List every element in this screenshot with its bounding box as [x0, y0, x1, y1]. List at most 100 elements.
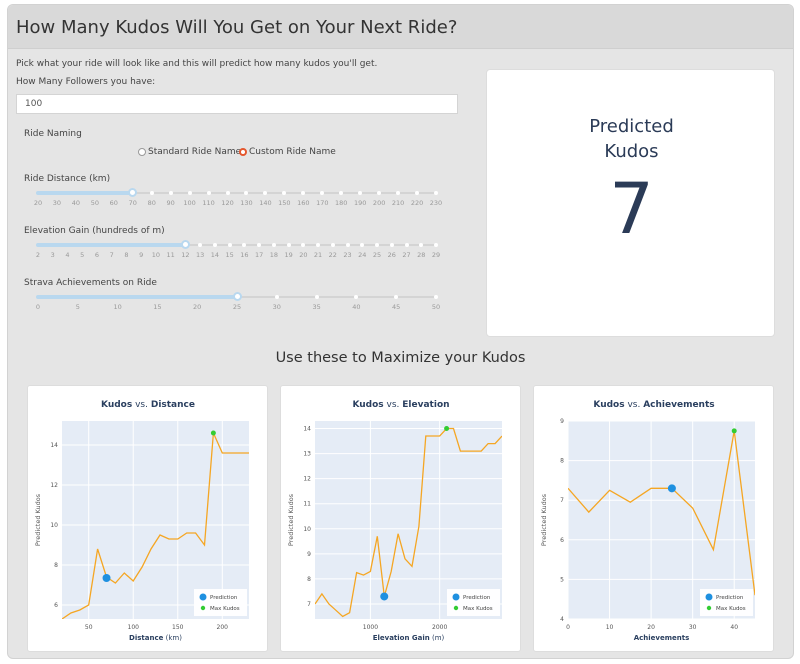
slider-step-dot[interactable]	[434, 243, 438, 247]
slider-mark-label: 210	[391, 199, 405, 207]
radio-label-custom: Custom Ride Name	[249, 147, 336, 157]
chart-title-part: Distance	[151, 400, 195, 410]
slider-step-dot[interactable]	[394, 295, 399, 299]
slider-step-dot[interactable]	[404, 243, 409, 247]
slider-step-dot[interactable]	[139, 243, 144, 247]
prediction-label: Predicted Kudos	[487, 114, 776, 164]
slider-handle[interactable]	[180, 240, 190, 249]
chart-title-part: Kudos	[101, 400, 132, 410]
x-tick-label: 0	[566, 624, 570, 631]
legend-prediction-marker	[199, 593, 207, 601]
slider-step-dot[interactable]	[419, 243, 424, 247]
plot-area	[568, 421, 755, 619]
distance-slider[interactable]: 20 30 40 50 60 70 80 90 100 110 120 130 140 150 160 170…	[34, 188, 442, 209]
slider-step-dot[interactable]	[316, 243, 321, 247]
slider-step-dot[interactable]	[65, 243, 70, 247]
slider-step-dot[interactable]	[227, 243, 232, 247]
slider-step-dot[interactable]	[153, 243, 158, 247]
slider-step-dot[interactable]	[50, 243, 55, 247]
x-axis-label: Achievements	[634, 634, 690, 642]
slider-step-dot[interactable]	[149, 191, 154, 195]
x-tick-label: 50	[85, 624, 93, 631]
slider-mark-label: 110	[202, 199, 215, 207]
radio-custom-ride-name[interactable]: Custom Ride Name	[239, 147, 336, 157]
slider-step-dot[interactable]	[36, 191, 40, 195]
slider-step-dot[interactable]	[244, 191, 249, 195]
slider-step-dot[interactable]	[94, 243, 99, 247]
slider-track[interactable]	[38, 244, 436, 246]
slider-step-dot[interactable]	[36, 295, 40, 299]
slider-mark-label: 5	[75, 303, 80, 311]
slider-step-dot[interactable]	[242, 243, 247, 247]
slider-step-dot[interactable]	[415, 191, 420, 195]
slider-step-dot[interactable]	[263, 191, 268, 195]
slider-step-dot[interactable]	[168, 243, 173, 247]
followers-input[interactable]	[16, 94, 458, 114]
legend-max-label: Max Kudos	[716, 606, 746, 612]
slider-step-dot[interactable]	[36, 243, 40, 247]
slider-step-dot[interactable]	[389, 243, 394, 247]
slider-step-dot[interactable]	[434, 191, 438, 195]
y-axis-label: Predicted Kudos	[540, 493, 548, 546]
elevation-slider[interactable]: 2 3 4 5 6 7 8 9 10 11 12 13 14 15 16 17 18 19 20 21 22 23 24 25…	[36, 240, 440, 261]
slider-step-dot[interactable]	[274, 295, 279, 299]
slider-step-dot[interactable]	[377, 191, 382, 195]
slider-step-dot[interactable]	[301, 243, 306, 247]
slider-step-dot[interactable]	[109, 243, 114, 247]
section-title: Use these to Maximize your Kudos	[275, 350, 526, 366]
slider-step-dot[interactable]	[225, 191, 230, 195]
slider-step-dot[interactable]	[354, 295, 359, 299]
slider-mark-label: 18	[269, 251, 278, 259]
prediction-point	[667, 484, 676, 493]
slider-step-dot[interactable]	[375, 243, 380, 247]
slider-step-dot[interactable]	[271, 243, 276, 247]
slider-step-dot[interactable]	[212, 243, 217, 247]
slider-track[interactable]	[38, 192, 436, 194]
x-axis-label: Distance (km)	[129, 634, 182, 642]
radio-circle-custom[interactable]	[239, 148, 247, 156]
slider-step-dot[interactable]	[360, 243, 365, 247]
slider-mark-label: 50	[90, 199, 99, 207]
slider-step-dot[interactable]	[345, 243, 350, 247]
slider-step-dot[interactable]	[195, 295, 200, 299]
slider-step-dot[interactable]	[339, 191, 344, 195]
slider-step-dot[interactable]	[80, 243, 85, 247]
slider-step-dot[interactable]	[358, 191, 363, 195]
slider-step-dot[interactable]	[320, 191, 325, 195]
slider-step-dot[interactable]	[73, 191, 78, 195]
slider-step-dot[interactable]	[92, 191, 97, 195]
slider-step-dot[interactable]	[301, 191, 306, 195]
slider-step-dot[interactable]	[314, 295, 319, 299]
slider-step-dot[interactable]	[115, 295, 120, 299]
slider-mark-label: 200	[372, 199, 386, 207]
slider-mark-label: 12	[181, 251, 190, 259]
radio-standard-ride-name[interactable]: Standard Ride Name	[138, 147, 241, 157]
radio-circle-standard[interactable]	[138, 148, 146, 156]
slider-step-dot[interactable]	[396, 191, 401, 195]
achievements-slider[interactable]: 0 5 10 15 20 25 30 35 40 45 50	[36, 292, 440, 313]
prediction-label-line2: Kudos	[604, 141, 659, 162]
slider-step-dot[interactable]	[198, 243, 203, 247]
slider-mark-label: 21	[313, 251, 323, 259]
slider-step-dot[interactable]	[124, 243, 129, 247]
x-tick-label: 100	[128, 624, 140, 631]
slider-handle[interactable]	[232, 292, 242, 301]
slider-step-dot[interactable]	[206, 191, 211, 195]
y-tick-label: 13	[303, 451, 311, 458]
slider-step-dot[interactable]	[75, 295, 80, 299]
slider-step-dot[interactable]	[434, 295, 438, 299]
chart-kudos-vs-distance: Kudos vs. Distance 50 100 150 200 6 8 10 12 14 Pre…	[34, 400, 249, 642]
slider-mark-label: 30	[52, 199, 62, 207]
slider-step-dot[interactable]	[54, 191, 59, 195]
slider-fill	[38, 191, 133, 195]
slider-step-dot[interactable]	[155, 295, 160, 299]
slider-step-dot[interactable]	[330, 243, 335, 247]
slider-step-dot[interactable]	[111, 191, 116, 195]
slider-step-dot[interactable]	[168, 191, 173, 195]
slider-step-dot[interactable]	[187, 191, 192, 195]
slider-mark-label: 150	[278, 199, 291, 207]
slider-step-dot[interactable]	[282, 191, 287, 195]
slider-step-dot[interactable]	[257, 243, 262, 247]
slider-handle[interactable]	[128, 188, 138, 197]
slider-step-dot[interactable]	[286, 243, 291, 247]
